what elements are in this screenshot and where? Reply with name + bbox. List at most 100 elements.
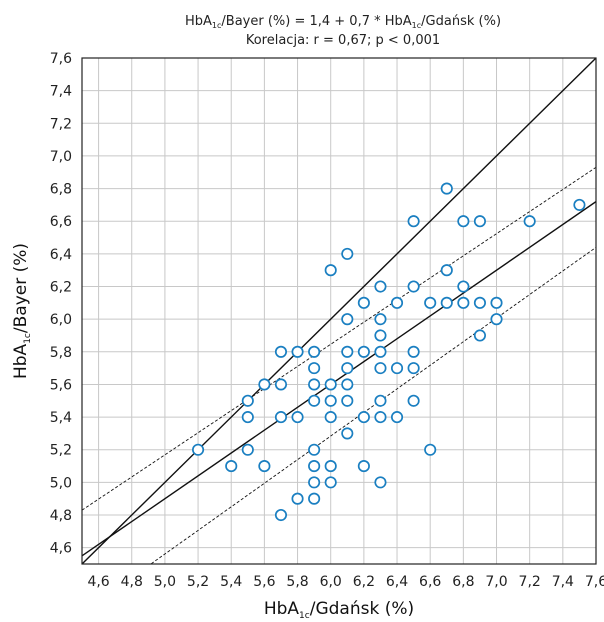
- data-point: [374, 362, 387, 375]
- y-tick-label: 6,0: [50, 312, 72, 328]
- x-tick-label: 5,6: [253, 574, 275, 590]
- data-point: [407, 394, 420, 407]
- data-point: [308, 345, 321, 358]
- y-tick-label: 5,4: [50, 410, 72, 426]
- data-point: [341, 345, 354, 358]
- data-point: [308, 443, 321, 456]
- title-subscript-1: 1c: [212, 21, 222, 30]
- data-point: [308, 394, 321, 407]
- title-part-2: /Bayer (%) = 1,4 + 0,7 * HbA: [221, 14, 411, 29]
- data-point: [440, 296, 453, 309]
- data-point: [457, 215, 470, 228]
- data-point: [374, 280, 387, 293]
- data-point: [341, 427, 354, 440]
- x-tick-label: 6,6: [419, 574, 441, 590]
- data-point: [473, 296, 486, 309]
- x-tick-label: 7,0: [485, 574, 507, 590]
- data-point: [291, 492, 304, 505]
- x-tick-label: 7,4: [552, 574, 574, 590]
- y-tick-label: 7,6: [50, 51, 72, 67]
- data-point: [357, 411, 370, 424]
- data-point: [258, 378, 271, 391]
- y-tick-label: 6,6: [50, 214, 72, 230]
- data-point: [324, 264, 337, 277]
- data-point: [308, 362, 321, 375]
- x-tick-label: 6,4: [386, 574, 408, 590]
- x-tick-label: 4,6: [87, 574, 109, 590]
- title-part-1: HbA: [185, 14, 212, 29]
- data-point: [324, 394, 337, 407]
- chart-title-line1: HbA1c/Bayer (%) = 1,4 + 0,7 * HbA1c/Gdań…: [185, 14, 501, 30]
- data-point: [274, 411, 288, 424]
- data-point: [241, 411, 254, 424]
- y-title-part-1: HbA: [11, 343, 31, 379]
- x-title-part-1: HbA: [264, 599, 300, 619]
- y-tick-label: 6,8: [50, 182, 72, 198]
- data-point: [274, 345, 288, 358]
- tick-labels: 4,6 4,8 5,0 5,2 5,4 5,6 5,8 6,0 6,2 6,4 6,6 6,8 7,0 7…: [50, 51, 604, 590]
- y-tick-label: 5,6: [50, 377, 72, 393]
- data-point: [390, 411, 404, 424]
- y-tick-label: 5,2: [50, 443, 72, 459]
- x-tick-label: 4,8: [121, 574, 143, 590]
- plot-frame: [81, 57, 597, 565]
- data-point: [274, 508, 288, 522]
- data-point: [490, 313, 503, 326]
- data-point: [308, 492, 321, 505]
- x-tick-label: 5,4: [220, 574, 242, 590]
- data-point: [341, 394, 354, 407]
- data-point: [241, 443, 254, 456]
- identity-line: [82, 58, 596, 564]
- data-point: [424, 443, 437, 456]
- data-point: [457, 280, 470, 293]
- data-point: [357, 345, 370, 358]
- data-point: [341, 378, 354, 391]
- y-tick-label: 6,4: [50, 247, 72, 263]
- data-point: [523, 215, 536, 228]
- data-point: [473, 329, 486, 342]
- data-point: [291, 411, 304, 424]
- x-tick-label: 5,8: [286, 574, 308, 590]
- data-points: [192, 182, 586, 522]
- data-point: [374, 394, 387, 407]
- x-title-subscript: 1c: [299, 611, 310, 621]
- title-part-3: /Gdańsk (%): [421, 14, 501, 29]
- y-title-subscript: 1c: [23, 333, 33, 344]
- data-point: [457, 296, 470, 309]
- x-tick-label: 6,2: [353, 574, 375, 590]
- data-point: [341, 362, 354, 375]
- data-point: [407, 280, 420, 293]
- grid: [82, 57, 597, 564]
- y-tick-label: 6,2: [50, 280, 72, 296]
- data-point: [341, 247, 354, 260]
- data-point: [324, 378, 337, 391]
- data-point: [341, 313, 354, 326]
- data-point: [374, 411, 387, 424]
- data-point: [573, 198, 586, 211]
- data-point: [308, 378, 321, 391]
- data-point: [374, 329, 387, 342]
- y-tick-label: 7,2: [50, 116, 72, 132]
- y-title-part-2: /Bayer (%): [11, 243, 31, 333]
- y-tick-label: 5,8: [50, 345, 72, 361]
- data-point: [308, 460, 321, 473]
- data-point: [357, 460, 370, 473]
- y-axis-title: HbA1c/Bayer (%): [11, 243, 33, 379]
- data-point: [407, 362, 420, 375]
- y-tick-label: 7,4: [50, 84, 72, 100]
- x-title-part-2: /Gdańsk (%): [310, 599, 414, 619]
- data-point: [407, 345, 420, 358]
- chart-title-line2: Korelacja: r = 0,67; p < 0,001: [246, 33, 440, 48]
- title-subscript-2: 1c: [412, 21, 422, 30]
- data-point: [357, 296, 370, 309]
- y-tick-label: 7,0: [50, 149, 72, 165]
- x-tick-label: 7,6: [585, 574, 604, 590]
- data-point: [440, 264, 453, 277]
- data-point: [241, 394, 254, 407]
- confidence-band-upper: [82, 166, 596, 511]
- x-tick-label: 7,2: [519, 574, 541, 590]
- data-point: [374, 313, 387, 326]
- data-point: [308, 476, 321, 489]
- data-point: [407, 215, 420, 228]
